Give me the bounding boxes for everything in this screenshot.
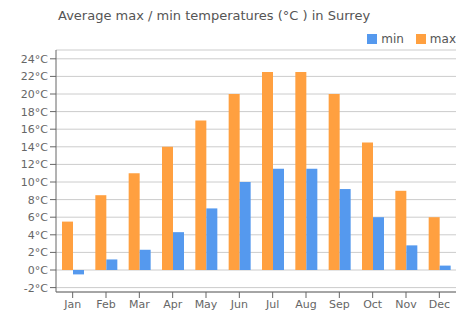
- svg-text:12°C: 12°C: [21, 158, 48, 171]
- svg-text:Apr: Apr: [163, 298, 183, 311]
- svg-text:Dec: Dec: [429, 298, 450, 311]
- svg-text:Oct: Oct: [363, 298, 383, 311]
- svg-text:8°C: 8°C: [28, 194, 48, 207]
- svg-text:4°C: 4°C: [28, 229, 48, 242]
- svg-text:Sep: Sep: [329, 298, 350, 311]
- svg-text:Jan: Jan: [63, 298, 81, 311]
- svg-text:Aug: Aug: [295, 298, 316, 311]
- html-text:Average max / min temperatures: Average max / min temperatures (°C ) in …: [58, 8, 371, 23]
- svg-text:Mar: Mar: [129, 298, 150, 311]
- svg-text:16°C: 16°C: [21, 123, 48, 136]
- html-text:min: min: [381, 32, 404, 46]
- svg-text:Jun: Jun: [230, 298, 248, 311]
- svg-text:6°C: 6°C: [28, 211, 48, 224]
- svg-text:0°C: 0°C: [28, 264, 48, 277]
- svg-text:14°C: 14°C: [21, 141, 48, 154]
- svg-text:20°C: 20°C: [21, 88, 48, 101]
- svg-text:Jul: Jul: [265, 298, 279, 311]
- svg-text:May: May: [195, 298, 218, 311]
- html-text:max: max: [429, 32, 456, 46]
- svg-text:Nov: Nov: [395, 298, 417, 311]
- svg-text:18°C: 18°C: [21, 106, 48, 119]
- svg-text:Feb: Feb: [96, 298, 115, 311]
- svg-text:2°C: 2°C: [28, 246, 48, 259]
- svg-text:24°C: 24°C: [21, 53, 48, 66]
- svg-text:22°C: 22°C: [21, 70, 48, 83]
- svg-text:10°C: 10°C: [21, 176, 48, 189]
- svg-text:-2°C: -2°C: [24, 282, 48, 295]
